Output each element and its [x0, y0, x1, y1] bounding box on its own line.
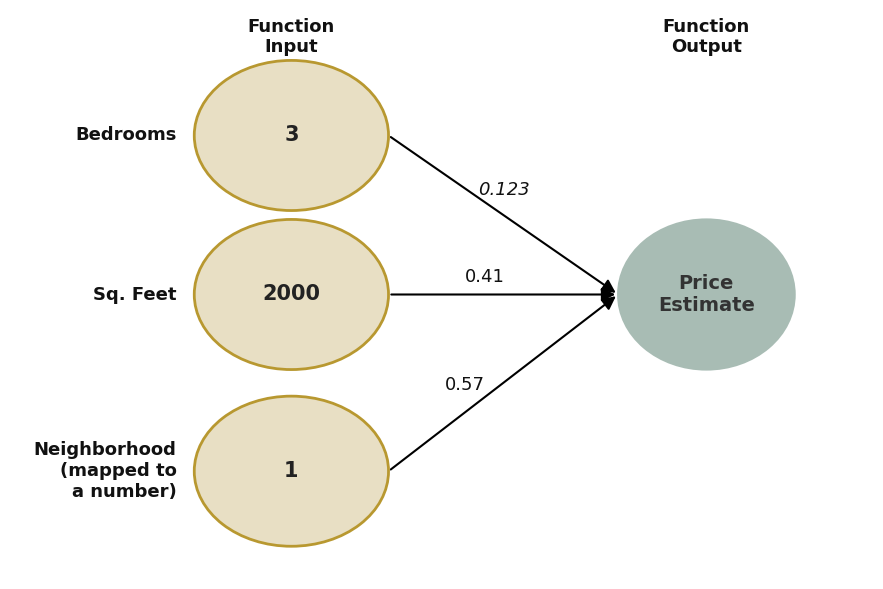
Ellipse shape: [194, 220, 389, 369]
Text: 3: 3: [284, 125, 298, 145]
Ellipse shape: [194, 396, 389, 546]
Ellipse shape: [194, 61, 389, 210]
Text: 0.57: 0.57: [445, 376, 485, 395]
Text: Neighborhood
(mapped to
a number): Neighborhood (mapped to a number): [34, 441, 177, 501]
Text: Function
Input: Function Input: [248, 18, 335, 57]
Text: Price
Estimate: Price Estimate: [658, 274, 755, 315]
Text: 1: 1: [284, 461, 298, 481]
Text: Function
Output: Function Output: [663, 18, 750, 57]
Text: 0.41: 0.41: [465, 268, 505, 286]
Ellipse shape: [618, 220, 795, 369]
Text: 0.123: 0.123: [479, 181, 530, 199]
Text: Sq. Feet: Sq. Feet: [93, 286, 177, 303]
Text: 2000: 2000: [262, 284, 321, 305]
Text: Bedrooms: Bedrooms: [75, 127, 177, 144]
